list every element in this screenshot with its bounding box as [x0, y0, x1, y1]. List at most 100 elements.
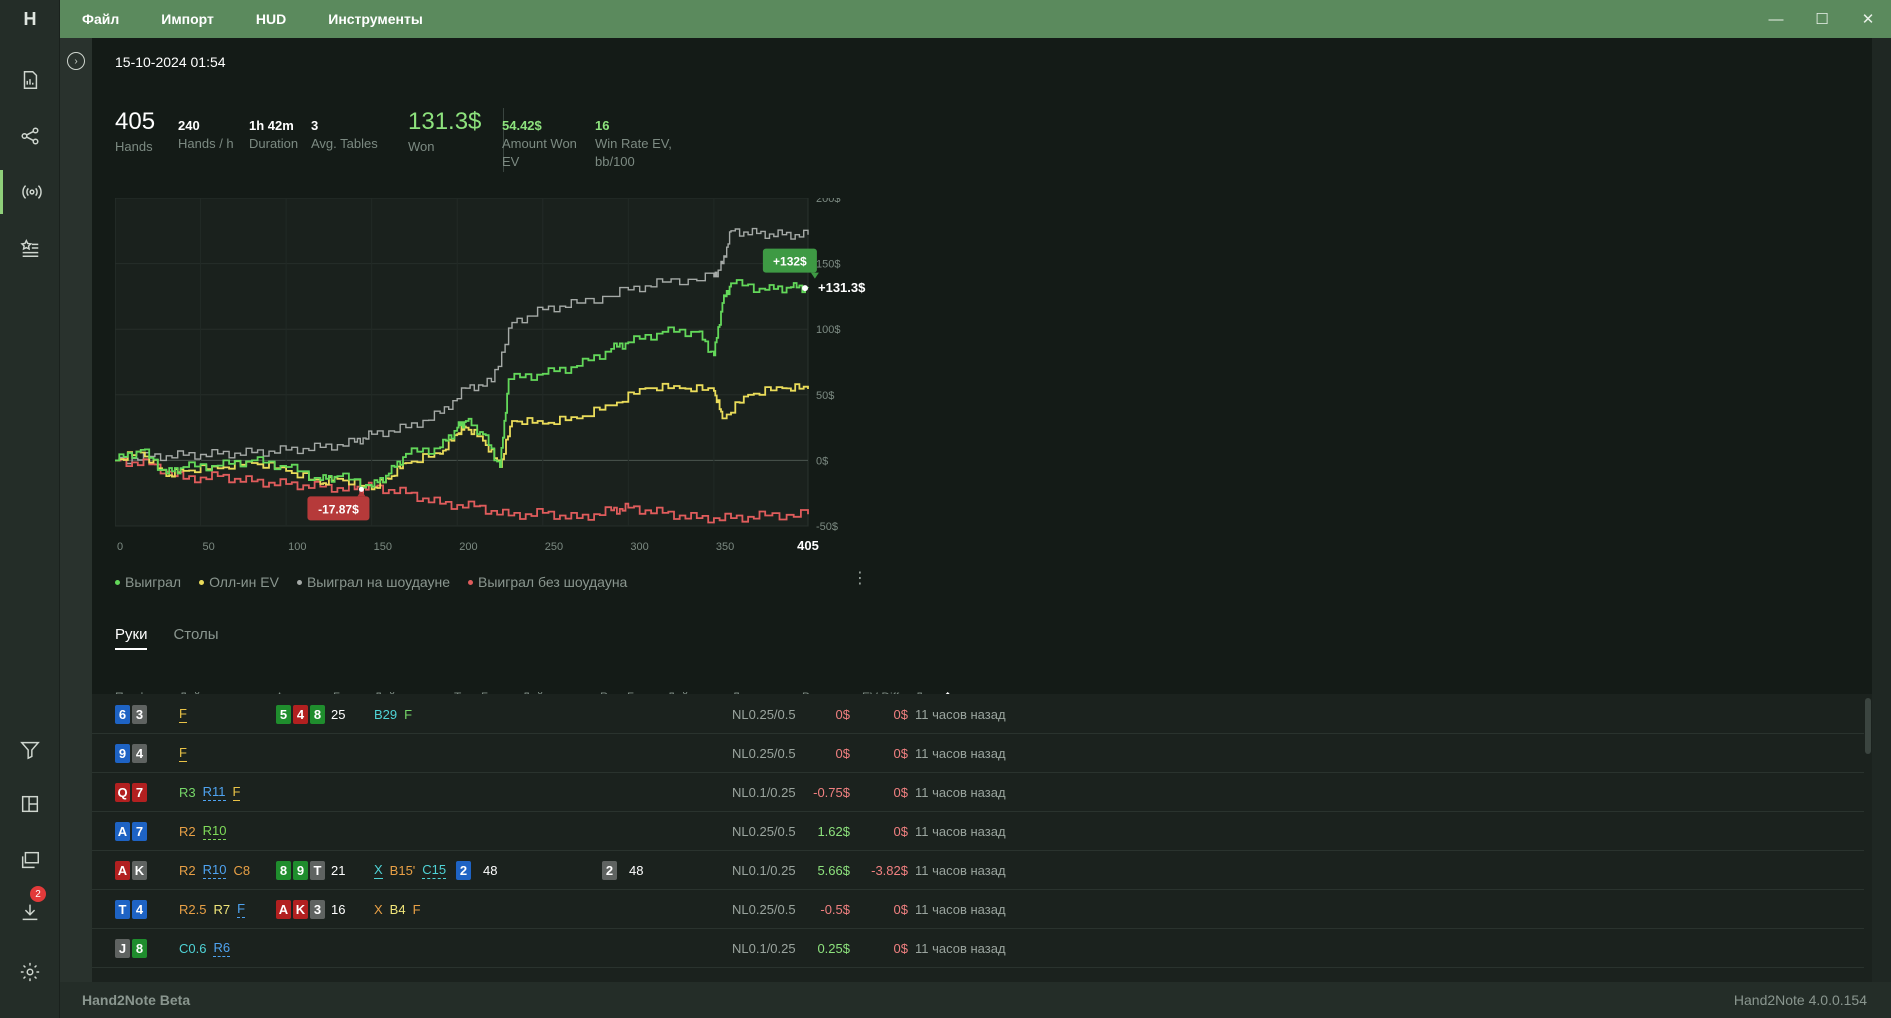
menu-file[interactable]: Файл [82, 11, 120, 27]
legend-dot [115, 579, 120, 585]
maximize-button[interactable]: ☐ [1815, 11, 1829, 28]
action-chip[interactable]: R2 [179, 823, 196, 839]
tab-hands[interactable]: Руки [115, 626, 148, 650]
table-row[interactable]: A K R2 R10 C8 8 9 T 21 X B15' C15 2 48 2 48 NL0.1/0.25 5.… [92, 851, 1864, 890]
legend-dot [296, 579, 302, 585]
card: 8 [310, 705, 325, 724]
legend-item-allin-ev[interactable]: Олл-ин EV [199, 574, 279, 590]
annotation-low-pointer [357, 490, 366, 497]
date-value: 11 часов назад [915, 707, 1006, 722]
action-chip[interactable]: F [232, 784, 241, 801]
annotation-low-label: -17.87$ [318, 502, 359, 516]
action-chip[interactable]: F [179, 706, 187, 723]
action-chip[interactable]: R10 [202, 862, 227, 879]
action-chip[interactable]: X [374, 862, 383, 879]
expand-panel-icon[interactable]: › [67, 52, 85, 70]
table-scrollbar[interactable] [1864, 694, 1872, 982]
action-chip[interactable]: B29 [374, 706, 398, 722]
table-row[interactable]: 6 3 F 5 4 8 25 B29 F NL0.25/0.5 0$ 0$ 11 часов назад [92, 695, 1864, 734]
collapse-strip: › [60, 38, 92, 982]
flop-bank: 21 [331, 863, 346, 878]
card: 2 [456, 861, 471, 880]
table-row[interactable]: J 8 C0.6 R6 NL0.1/0.25 0.25$ 0$ 11 часов назад [92, 929, 1864, 968]
card: A [115, 861, 130, 880]
series-line [115, 458, 809, 524]
action-chip[interactable]: F [179, 745, 187, 762]
action-chip[interactable]: F [404, 706, 413, 722]
action-chip[interactable]: R2 [179, 862, 196, 878]
action-chip[interactable]: R3 [179, 784, 196, 800]
x-tick-label: 200 [459, 541, 477, 553]
date-value: 11 часов назад [915, 746, 1006, 761]
card: 6 [115, 705, 130, 724]
date-value: 11 часов назад [915, 785, 1006, 800]
ev-diff-cell: 0$ [852, 812, 908, 851]
report-icon[interactable] [0, 58, 60, 102]
action-chip[interactable]: R11 [202, 784, 226, 801]
card: Q [115, 783, 130, 802]
legend-item-won[interactable]: Выиграл [115, 574, 181, 590]
chart-more-icon[interactable]: ⋮ [852, 570, 868, 587]
filter-icon[interactable] [0, 728, 60, 772]
action-chip[interactable]: R7 [213, 901, 231, 917]
action-chip[interactable]: X [374, 901, 383, 917]
menu-hud[interactable]: HUD [255, 11, 287, 27]
minimize-button[interactable]: — [1768, 10, 1784, 28]
legend-item-showdown[interactable]: Выиграл на шоудауне [296, 574, 450, 590]
star-list-icon[interactable] [0, 226, 60, 270]
table-row[interactable]: 9 4 F NL0.25/0.5 0$ 0$ 11 часов назад [92, 734, 1864, 773]
action-chip[interactable]: R2.5 [179, 901, 207, 917]
menu-tools[interactable]: Инструменты [328, 11, 423, 27]
limit-value: NL0.25/0.5 [732, 746, 796, 761]
limit-value: NL0.25/0.5 [732, 902, 796, 917]
card: T [115, 900, 130, 919]
won-cell: 5.66$ [786, 851, 850, 890]
won-cell: 1.62$ [786, 812, 850, 851]
tab-tables[interactable]: Столы [173, 626, 219, 643]
ev-diff-cell: 0$ [852, 890, 908, 929]
card: A [276, 900, 291, 919]
table-row[interactable]: T 4 R2.5 R7 F A K 3 16 X B4 F NL0.25/0.5 -0.5$ 0$ 11 ча… [92, 890, 1864, 929]
broadcast-icon[interactable] [0, 170, 60, 214]
download-icon[interactable]: 2 [0, 886, 60, 934]
status-left: Hand2Note Beta [82, 992, 191, 1008]
action-chip[interactable]: C8 [233, 862, 251, 878]
limit-cell: NL0.25/0.5 [732, 734, 796, 773]
gear-icon[interactable] [0, 950, 60, 994]
card: 7 [132, 783, 147, 802]
date-cell: 11 часов назад [915, 812, 1006, 851]
table-row[interactable]: A 7 R2 R10 NL0.25/0.5 1.62$ 0$ 11 часов назад [92, 812, 1864, 851]
share-nodes-icon[interactable] [0, 114, 60, 158]
profit-chart: 200$ 150$ 100$ 50$ 0$ -50$ 0 50 100 150 200 250 300 3… [114, 193, 875, 613]
annotation-peak-label: +132$ [773, 255, 807, 269]
table-row[interactable]: Q 7 R3 R11 F NL0.1/0.25 -0.75$ 0$ 11 часов назад [92, 773, 1864, 812]
plot-area [114, 197, 809, 527]
date-cell: 11 часов назад [915, 851, 1006, 890]
action-chip[interactable]: F [237, 901, 246, 918]
card: 9 [293, 861, 308, 880]
limit-value: NL0.25/0.5 [732, 824, 796, 839]
action-chip[interactable]: C15 [422, 862, 447, 879]
ev-diff-cell: 0$ [852, 695, 908, 734]
won-value: 5.66$ [817, 863, 850, 878]
low-point-marker [358, 486, 364, 492]
action-chip[interactable]: B4 [389, 901, 406, 917]
status-version: Hand2Note 4.0.0.154 [1733, 992, 1867, 1008]
action-chip[interactable]: B15' [389, 862, 416, 878]
ev-diff-cell: -3.82$ [852, 851, 908, 890]
action-chip[interactable]: R6 [213, 940, 231, 957]
river-bank: 48 [629, 863, 644, 878]
action-chip[interactable]: C0.6 [179, 940, 207, 956]
y-tick-label: 0$ [816, 455, 828, 467]
stat-hands-per-hour: 240 Hands / h [178, 118, 234, 151]
layers-icon[interactable] [0, 838, 60, 882]
legend-item-non-showdown[interactable]: Выиграл без шоудауна [468, 574, 627, 590]
menu-import[interactable]: Импорт [161, 11, 214, 27]
close-button[interactable]: ✕ [1861, 11, 1875, 28]
layout-icon[interactable] [0, 782, 60, 826]
action-chip[interactable]: F [412, 901, 421, 917]
action-chip[interactable]: R10 [202, 823, 227, 840]
stat-avg-tables: 3 Avg. Tables [311, 118, 378, 151]
scrollbar-thumb[interactable] [1865, 698, 1871, 754]
